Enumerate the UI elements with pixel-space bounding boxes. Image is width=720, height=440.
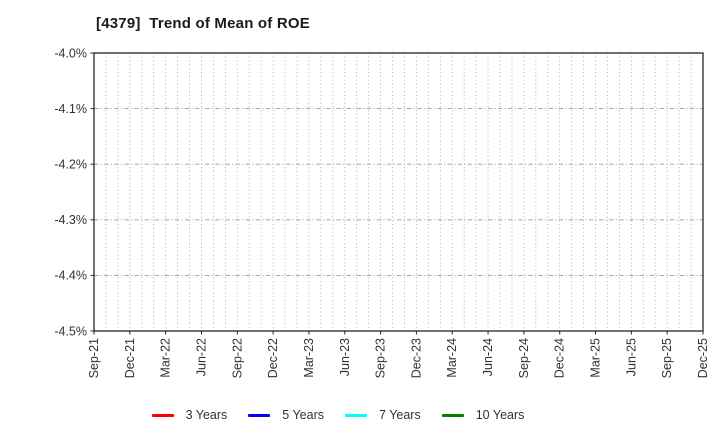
x-tick-label: Dec-25 <box>696 338 710 378</box>
x-tick-label: Mar-24 <box>445 338 459 378</box>
legend-line-5-years-icon <box>248 413 271 417</box>
legend-label: 10 Years <box>475 407 525 422</box>
x-tick-label: Dec-24 <box>553 338 567 378</box>
y-tick-label: -4.0% <box>54 46 87 60</box>
legend-line-10-years-icon <box>441 413 464 417</box>
legend-item-7-years: 7 Years <box>345 409 421 422</box>
y-tick-label: -4.3% <box>54 213 87 227</box>
chart-legend: 3 Years 5 Years 7 Years 10 Years <box>0 403 698 427</box>
y-tick-label: -4.2% <box>54 158 87 172</box>
plot-border <box>93 52 704 332</box>
x-tick-label: Dec-21 <box>123 338 137 378</box>
legend-item-10-years: 10 Years <box>441 407 525 422</box>
legend-item-5-years: 5 Years <box>248 409 324 422</box>
x-tick-label: Sep-23 <box>374 338 388 378</box>
x-tick-label: Sep-25 <box>660 338 674 378</box>
y-tick-label: -4.4% <box>54 269 87 283</box>
legend-label: 5 Years <box>282 407 325 422</box>
x-tick-label: Mar-25 <box>589 338 603 378</box>
x-tick-label: Jun-25 <box>624 338 638 376</box>
x-tick-label: Mar-23 <box>302 338 316 378</box>
chart-title: [4379] Trend of Mean of ROE <box>96 15 310 32</box>
y-tick-label: -4.5% <box>54 324 87 338</box>
legend-label: 7 Years <box>379 407 421 422</box>
y-tick-label: -4.1% <box>54 102 87 116</box>
x-tick-label: Dec-23 <box>409 338 423 378</box>
x-tick-label: Sep-21 <box>87 338 101 378</box>
x-tick-label: Jun-23 <box>338 338 352 376</box>
legend-line-3-years-icon <box>151 413 174 417</box>
x-tick-label: Sep-24 <box>517 338 531 378</box>
x-tick-label: Jun-24 <box>481 338 495 376</box>
legend-label: 3 Years <box>185 407 228 422</box>
x-tick-label: Mar-22 <box>159 338 173 378</box>
x-tick-label: Sep-22 <box>230 338 244 378</box>
legend-line-7-years-icon <box>345 413 368 417</box>
legend-item-3-years: 3 Years <box>151 407 228 422</box>
x-tick-label: Jun-22 <box>194 338 208 376</box>
x-tick-label: Dec-22 <box>266 338 280 378</box>
